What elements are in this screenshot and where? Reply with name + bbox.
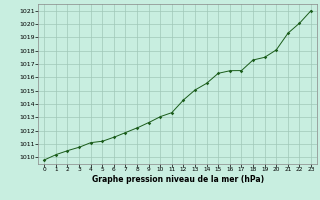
X-axis label: Graphe pression niveau de la mer (hPa): Graphe pression niveau de la mer (hPa) [92, 175, 264, 184]
